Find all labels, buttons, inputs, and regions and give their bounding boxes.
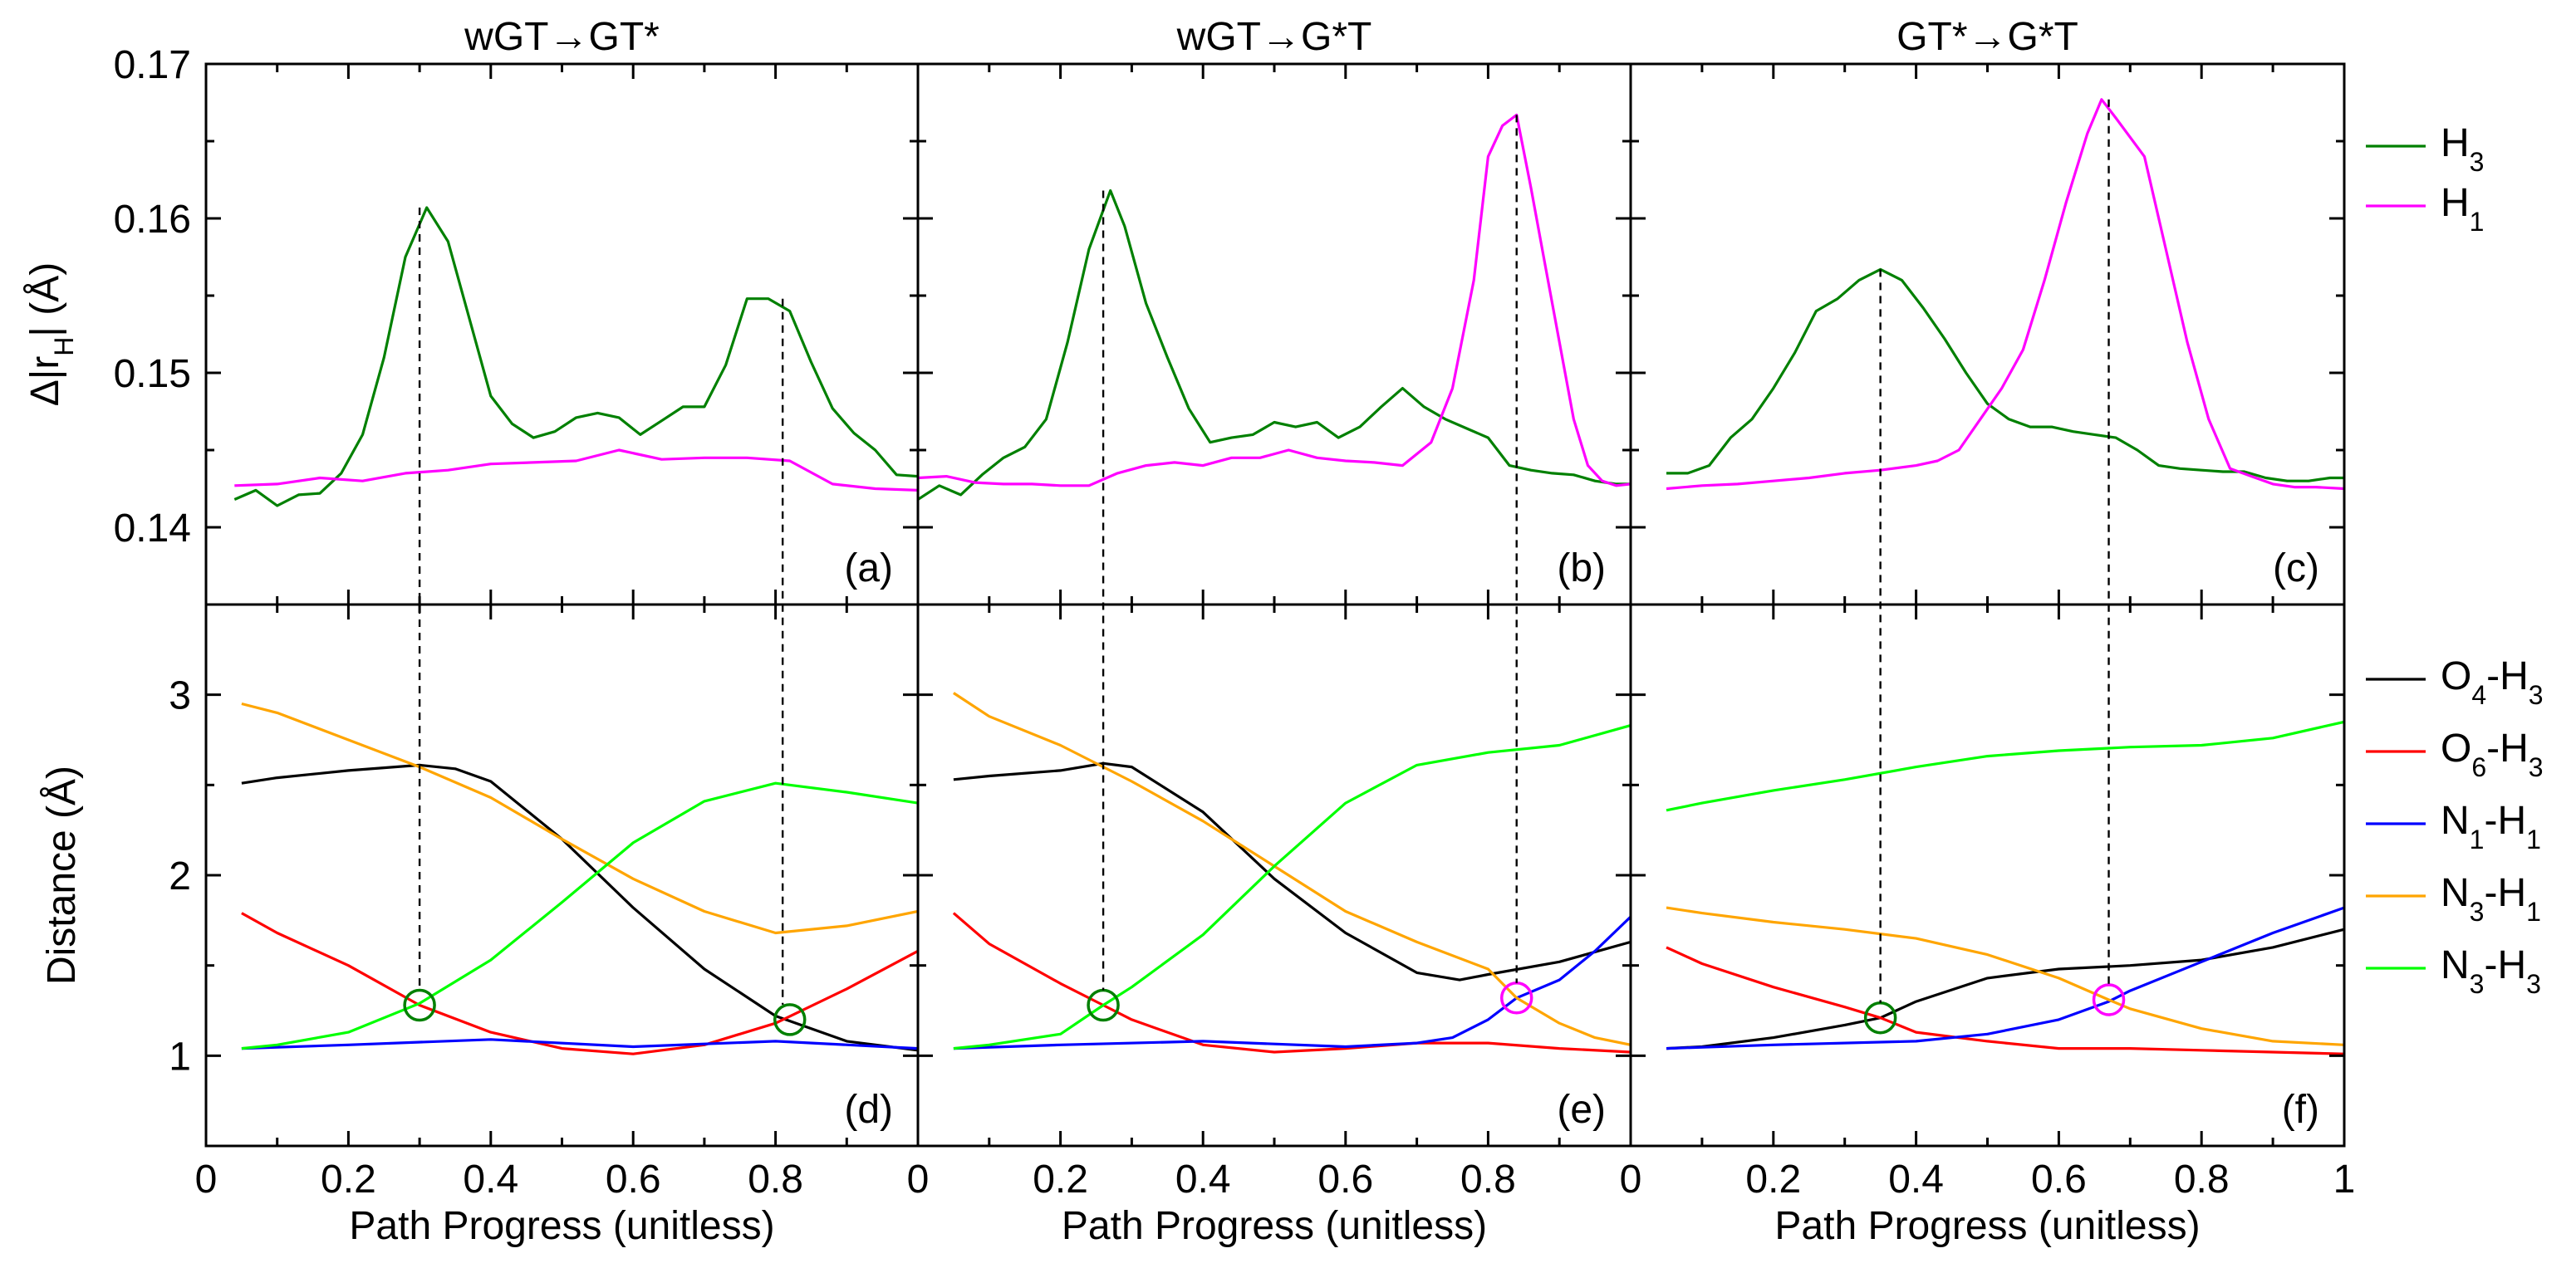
y-tick-label: 3 (169, 674, 191, 718)
x-tick-label: 0 (195, 1158, 218, 1202)
y-tick-label: 0.17 (114, 43, 191, 87)
column-title: GT*→G*T (1896, 15, 2078, 59)
series-n1-h1-line (241, 1038, 918, 1050)
y-tick-label: 0.15 (114, 352, 191, 396)
y-axis-title-bottom: Distance (Å) (40, 766, 84, 985)
y-tick-label: 0.14 (114, 507, 191, 551)
x-tick-label: 1 (2333, 1158, 2356, 1202)
legend-label: O6-H3 (2441, 727, 2544, 782)
legend-label: O4-H3 (2441, 654, 2544, 710)
y-tick-label: 0.16 (114, 198, 191, 242)
series-n3-h3-line (241, 781, 918, 1050)
panel-label: (c) (2273, 546, 2319, 590)
series-n3-h1-line (953, 692, 1631, 1046)
x-tick-label: 0.4 (1888, 1158, 1944, 1202)
panel-f-plot (1666, 720, 2344, 1055)
series-h3-line (233, 206, 918, 507)
crossing-marker-2 (773, 1003, 807, 1036)
column-title: wGT→G*T (1176, 15, 1372, 59)
series-n3-h1-line (1666, 906, 2344, 1046)
panel-label: (a) (844, 546, 893, 590)
panel-c-plot (1666, 98, 2344, 491)
panel-d-plot (241, 702, 918, 1055)
legend-label: N3-H3 (2441, 943, 2541, 999)
series-h1-line (918, 113, 1631, 487)
panel-label: (d) (844, 1088, 893, 1132)
x-tick-label: 0.2 (321, 1158, 376, 1202)
x-axis-title: Path Progress (unitless) (349, 1204, 774, 1248)
panel-a-plot (233, 206, 918, 507)
panel-label: (b) (1557, 546, 1606, 590)
series-n1-h1-line (1666, 906, 2344, 1050)
panel-label: (e) (1557, 1088, 1606, 1132)
crossing-marker-1 (403, 988, 436, 1022)
y-tick-label: 2 (169, 854, 191, 898)
x-tick-label: 0.6 (606, 1158, 661, 1202)
series-o4-h3-line (241, 763, 918, 1052)
x-tick-label: 0.4 (463, 1158, 518, 1202)
legend-label: N1-H1 (2441, 799, 2541, 854)
panel-label: (f) (2282, 1088, 2319, 1132)
x-tick-label: 0.8 (1460, 1158, 1516, 1202)
x-axis-title: Path Progress (unitless) (1774, 1204, 2200, 1248)
series-o4-h3-line (953, 761, 1631, 982)
series-n3-h1-line (241, 702, 918, 935)
y-tick-label: 1 (169, 1035, 191, 1079)
x-tick-label: 0.4 (1175, 1158, 1231, 1202)
legend-label: H1 (2441, 181, 2484, 237)
x-tick-label: 0.6 (2031, 1158, 2087, 1202)
legend-label: H3 (2441, 121, 2484, 177)
panel-e-plot (952, 692, 1631, 1054)
x-tick-label: 0.2 (1745, 1158, 1801, 1202)
x-axis-title: Path Progress (unitless) (1062, 1204, 1487, 1248)
series-o6-h3-line (952, 912, 1631, 1054)
series-o6-h3-line (241, 912, 918, 1055)
crossing-marker-2 (2092, 983, 2126, 1016)
series-n3-h3-line (1666, 720, 2344, 812)
y-axis-title-top: Δ|rH| (Å) (23, 262, 79, 406)
legend-label: N3-H1 (2441, 871, 2541, 927)
x-tick-label: 0.6 (1317, 1158, 1373, 1202)
series-n1-h1-line (953, 915, 1631, 1050)
column-title: wGT→GT* (464, 15, 660, 59)
series-n3-h3-line (953, 724, 1631, 1050)
x-tick-label: 0.8 (748, 1158, 803, 1202)
series-h1-line (1666, 98, 2344, 491)
x-tick-label: 0 (1620, 1158, 1642, 1202)
x-tick-label: 0.2 (1033, 1158, 1088, 1202)
x-tick-label: 0.8 (2174, 1158, 2230, 1202)
series-h1-line (234, 448, 918, 492)
x-tick-label: 0 (907, 1158, 930, 1202)
